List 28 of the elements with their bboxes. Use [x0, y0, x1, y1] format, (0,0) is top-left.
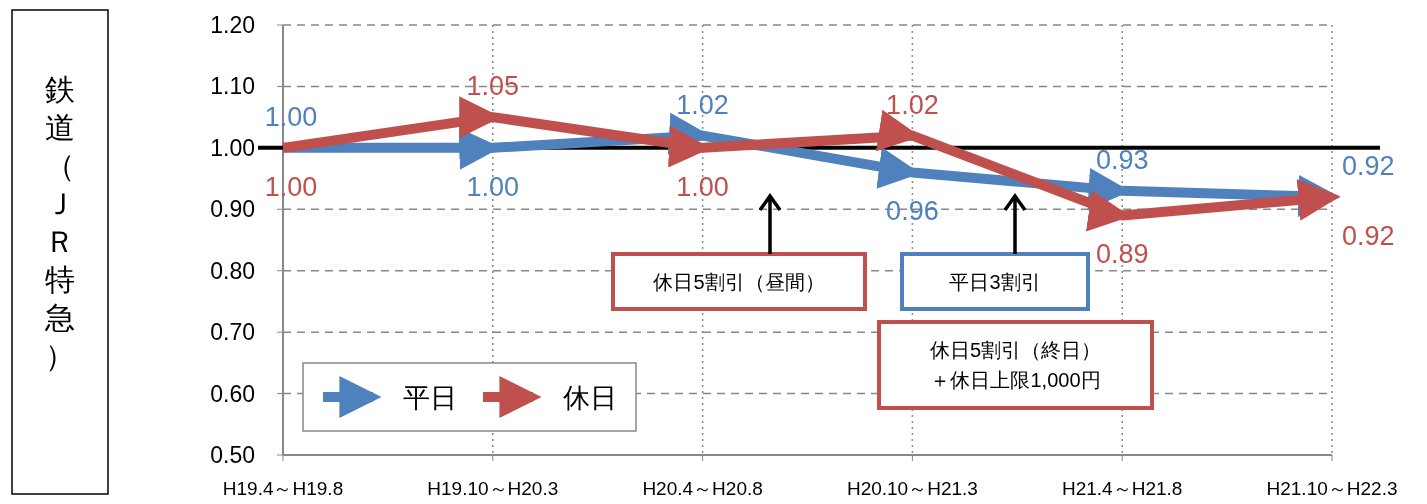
x-tick-label: H19.4～H19.8: [222, 478, 344, 499]
x-tick-label: H20.4～H20.8: [642, 478, 763, 499]
data-label: 1.02: [676, 89, 729, 120]
data-label: 0.89: [1095, 239, 1149, 270]
annotation: 休日5割引（終日）＋休日上限1,000円: [929, 339, 1102, 391]
data-label: 0.92: [1342, 221, 1395, 251]
y-tick-label: 1.10: [210, 73, 255, 100]
y-tick-label: 0.50: [210, 442, 255, 468]
data-label: 0.93: [1095, 144, 1149, 175]
y-tick-label: 0.60: [210, 380, 255, 407]
annotation: 平日3割引: [949, 270, 1041, 293]
legend-label: 平日: [403, 383, 457, 413]
y-tick-label: 0.90: [210, 196, 255, 223]
legend-label: 休日: [563, 383, 617, 413]
data-label: 1.00: [466, 171, 520, 202]
x-tick-label: H19.10～H20.3: [427, 478, 559, 499]
x-tick-label: H21.10～H22.3: [1266, 478, 1398, 499]
annotation: 休日5割引（昼間）: [653, 270, 825, 293]
data-label: 0.92: [1342, 151, 1395, 181]
y-tick-label: 1.20: [210, 12, 255, 38]
y-axis-title: 鉄道（ＪＲ特急）: [44, 73, 75, 372]
y-tick-label: 0.70: [210, 319, 255, 346]
data-label: 1.00: [676, 171, 729, 202]
data-label: 1.02: [886, 89, 939, 120]
x-tick-label: H21.4～H21.8: [1062, 478, 1183, 499]
x-tick-label: H20.10～H21.3: [846, 478, 978, 499]
y-tick-label: 0.80: [210, 257, 255, 284]
y-tick-label: 1.00: [210, 134, 255, 161]
